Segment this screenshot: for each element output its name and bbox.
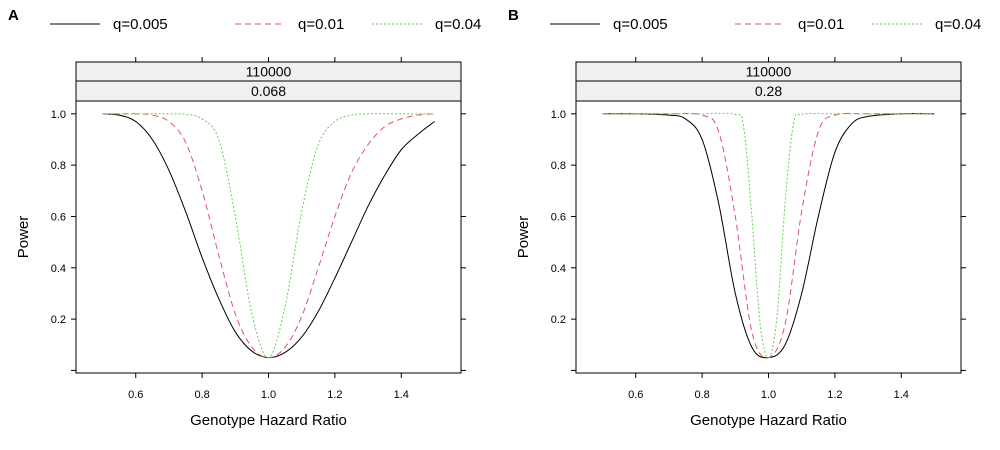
legend-label-1: q=0.01 — [298, 16, 344, 33]
y-tick-label: 0.4 — [551, 263, 566, 275]
x-tick-label: 0.6 — [128, 389, 143, 401]
legend: q=0.005 q=0.01 q=0.04 — [50, 16, 481, 33]
y-axis-label: Power — [15, 216, 32, 259]
x-axis-label: Genotype Hazard Ratio — [190, 412, 347, 429]
series-line-q-0-04 — [102, 113, 435, 359]
panel-letter: A — [8, 7, 19, 24]
series-line-q-0-005 — [102, 113, 435, 359]
y-tick-label: 0.4 — [51, 263, 66, 275]
panel-b: Bq=0.005 q=0.01 q=0.04 110000 0.28 0.6 0.8 1.0 1… — [508, 7, 981, 429]
x-tick-label: 0.8 — [694, 389, 709, 401]
legend-label-2: q=0.04 — [435, 16, 481, 33]
legend-label-2: q=0.04 — [935, 16, 981, 33]
x-tick-label: 0.6 — [628, 389, 643, 401]
strip-label-0: 110000 — [746, 64, 792, 80]
series-line-q-0-005 — [602, 113, 935, 359]
y-tick-label: 0.2 — [51, 314, 66, 326]
y-tick-label: 0.6 — [551, 211, 566, 223]
x-tick-label: 1.2 — [827, 389, 842, 401]
plot-frame — [75, 100, 462, 374]
plot-frame — [575, 100, 962, 374]
strip-label-1: 0.068 — [251, 83, 286, 99]
panel-letter: B — [508, 7, 519, 24]
series-line-q-0-01 — [602, 112, 935, 359]
y-tick-label: 0.2 — [551, 314, 566, 326]
panel-a: Aq=0.005 q=0.01 q=0.04 110000 0.068 0.6 0.8 1.0… — [8, 7, 481, 429]
strip-label-0: 110000 — [246, 64, 292, 80]
y-tick-label: 0.6 — [51, 211, 66, 223]
x-tick-label: 1.4 — [894, 389, 909, 401]
series-line-q-0-04 — [602, 112, 935, 359]
y-tick-label: 0.8 — [51, 160, 66, 172]
legend-label-0: q=0.005 — [613, 16, 668, 33]
strip-label-1: 0.28 — [755, 83, 782, 99]
y-axis-label: Power — [515, 216, 532, 259]
y-tick-label: 0.8 — [551, 160, 566, 172]
legend-label-0: q=0.005 — [113, 16, 168, 33]
legend-label-1: q=0.01 — [798, 16, 844, 33]
y-tick-label: 1.0 — [551, 109, 566, 121]
x-tick-label: 0.8 — [194, 389, 209, 401]
series-line-q-0-01 — [102, 113, 435, 359]
x-axis-label: Genotype Hazard Ratio — [690, 412, 847, 429]
x-tick-label: 1.0 — [761, 389, 776, 401]
x-tick-label: 1.0 — [261, 389, 276, 401]
y-tick-label: 1.0 — [51, 109, 66, 121]
legend: q=0.005 q=0.01 q=0.04 — [550, 16, 981, 33]
x-tick-label: 1.2 — [327, 389, 342, 401]
x-tick-label: 1.4 — [394, 389, 409, 401]
